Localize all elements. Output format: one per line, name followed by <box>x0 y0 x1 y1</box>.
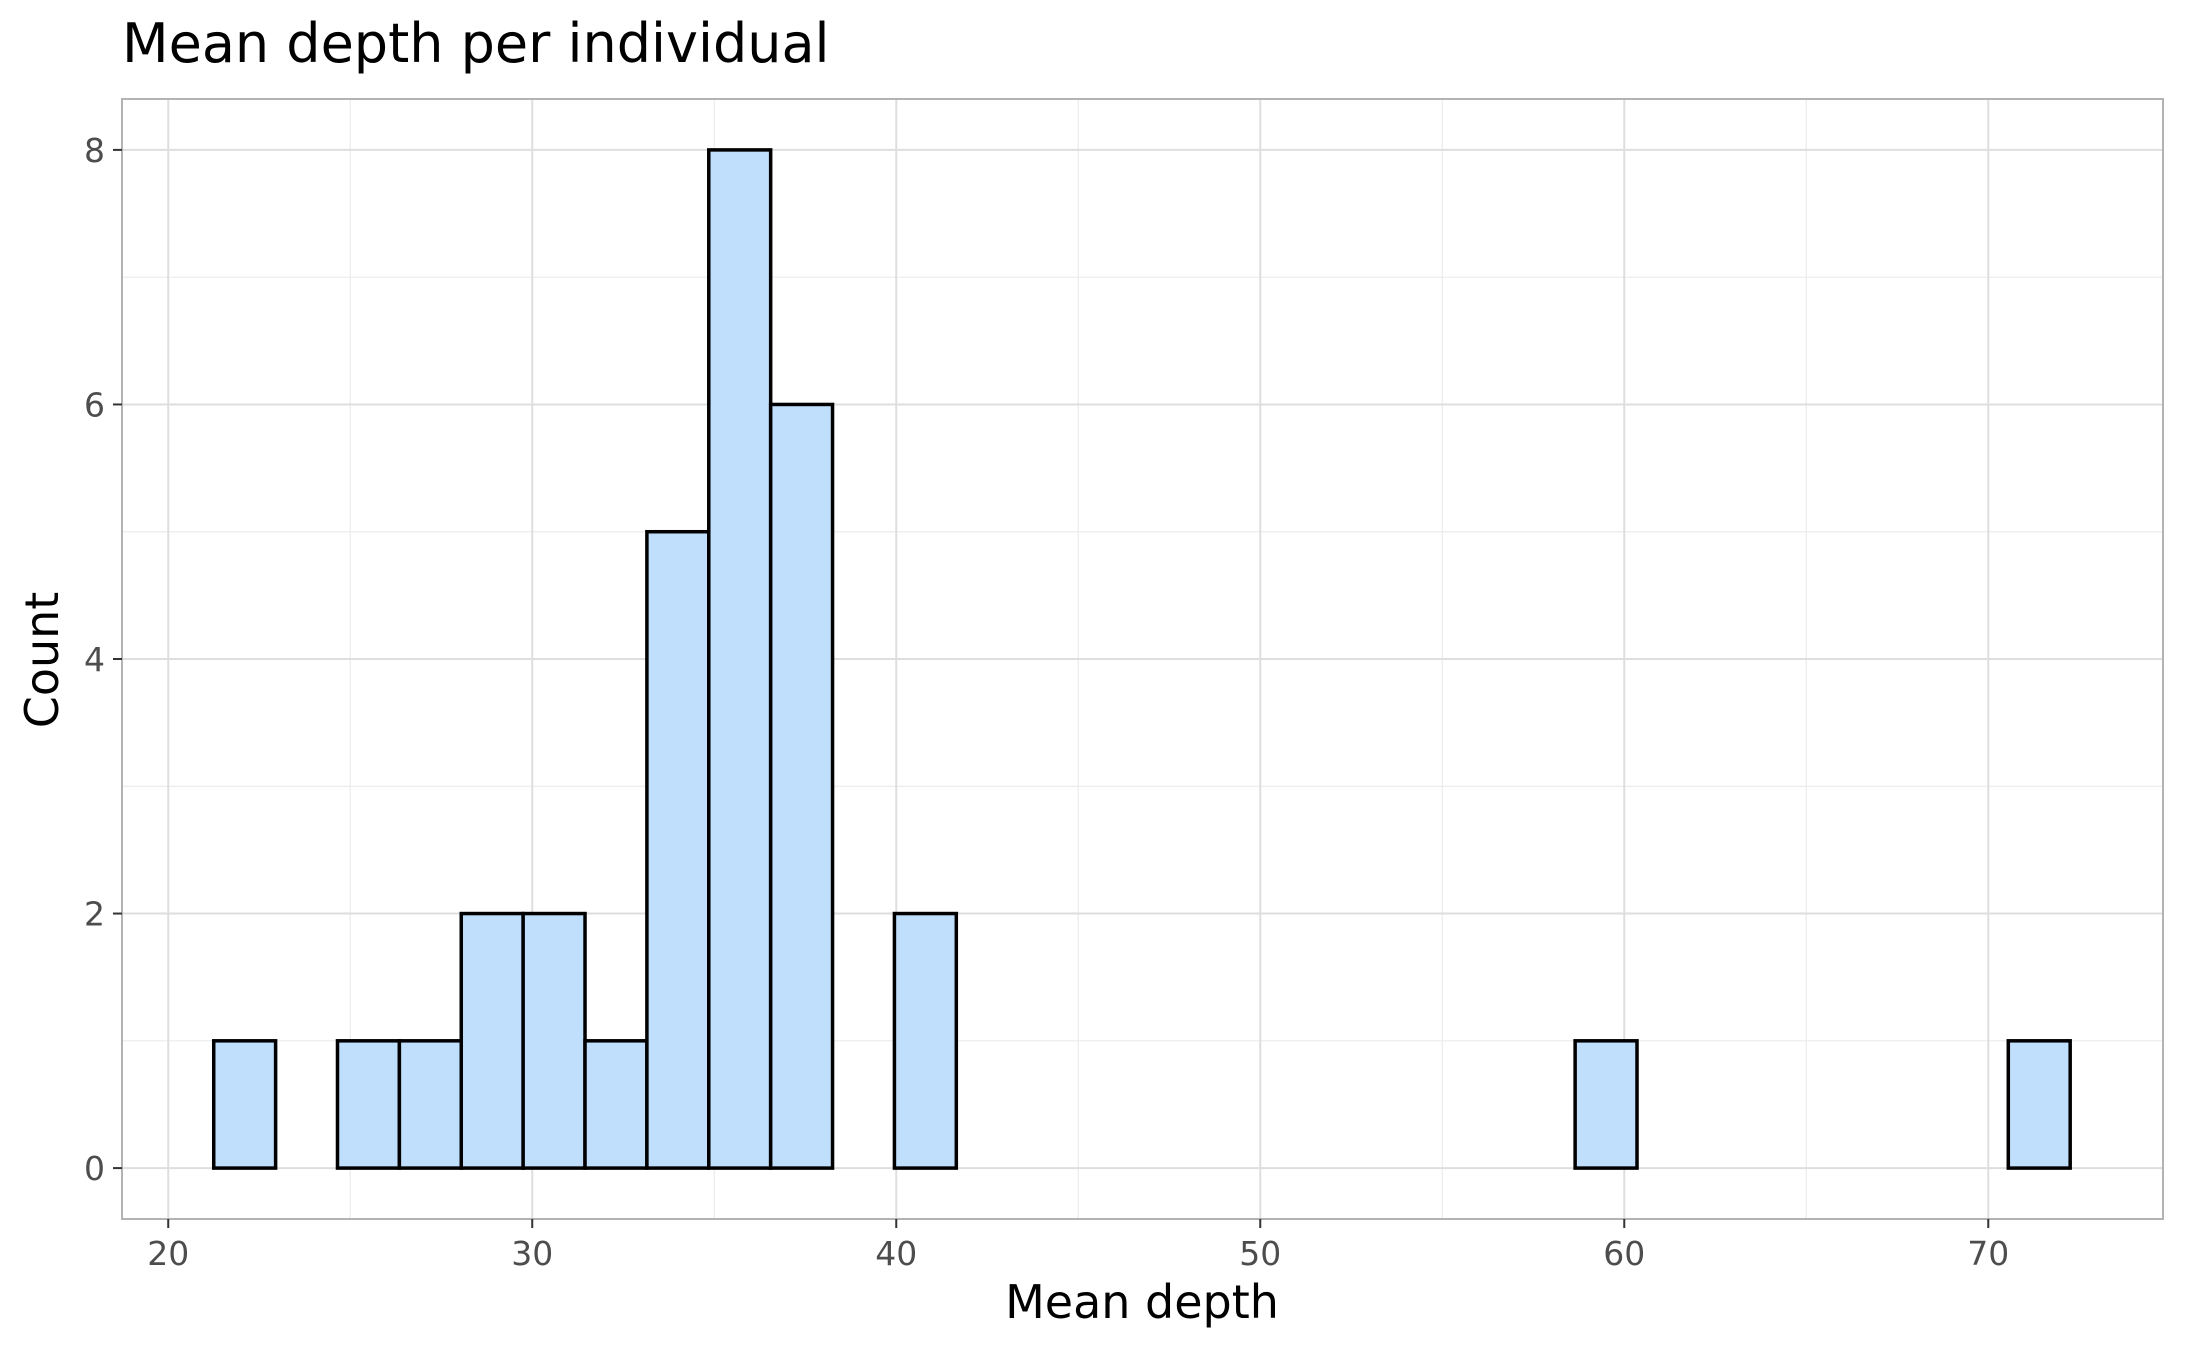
x-tick-label: 70 <box>1967 1234 2009 1273</box>
histogram-bar <box>459 911 525 1170</box>
x-axis-ticks: 20 30 40 50 60 70 <box>147 1219 2009 1273</box>
x-tick-label: 30 <box>511 1234 553 1273</box>
y-tick-label: 4 <box>84 640 105 679</box>
histogram-bar <box>521 911 587 1170</box>
histogram-bar <box>892 911 959 1170</box>
histogram-bar <box>211 1039 278 1170</box>
y-tick-label: 2 <box>84 895 105 934</box>
x-tick-label: 40 <box>875 1234 917 1273</box>
x-tick-label: 60 <box>1603 1234 1645 1273</box>
histogram-bar <box>2006 1039 2072 1170</box>
y-axis-title: Count <box>15 592 69 729</box>
y-tick-label: 8 <box>84 131 105 170</box>
x-tick-label: 50 <box>1239 1234 1281 1273</box>
histogram-bar <box>583 1039 649 1170</box>
histogram-bars <box>211 148 2072 1170</box>
x-axis-title: Mean depth <box>1005 1275 1279 1329</box>
histogram-bar <box>335 1039 402 1170</box>
y-tick-label: 0 <box>84 1149 105 1188</box>
histogram-bar <box>397 1039 464 1170</box>
histogram-bar <box>707 148 773 1170</box>
x-tick-label: 20 <box>147 1234 189 1273</box>
histogram-bar <box>1573 1039 1639 1170</box>
histogram-bar <box>768 402 835 1170</box>
y-tick-label: 6 <box>84 385 105 424</box>
y-axis-ticks: 0 2 4 6 8 <box>84 131 122 1188</box>
histogram-bar <box>645 529 711 1170</box>
chart-title: Mean depth per individual <box>122 12 830 75</box>
